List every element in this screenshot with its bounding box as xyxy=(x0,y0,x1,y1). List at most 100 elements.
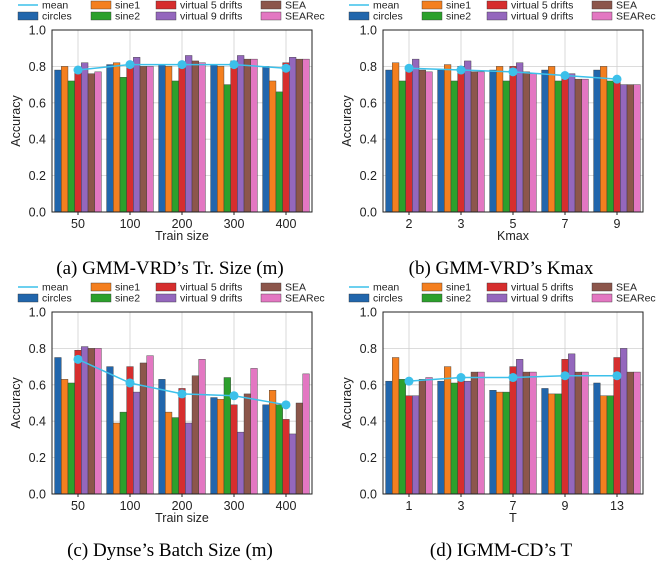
y-tick-label: 1.0 xyxy=(360,24,377,38)
bar-sine1 xyxy=(600,66,608,213)
bar-sea xyxy=(243,58,251,213)
bar-virtual-9-drifts xyxy=(81,346,89,495)
bar-searec xyxy=(302,373,310,495)
bar-searec xyxy=(250,58,258,213)
legend-label: circles xyxy=(42,293,72,305)
y-tick-label: 0.4 xyxy=(360,133,377,147)
bar-sine1 xyxy=(269,80,277,213)
bar-searec xyxy=(94,71,102,213)
legend-swatch xyxy=(90,0,112,10)
legend-swatch xyxy=(155,11,177,21)
legend-label: SEARec xyxy=(616,293,656,305)
legend-label: circles xyxy=(373,11,403,23)
legend-item-sea: SEA xyxy=(591,0,637,12)
legend-label: mean xyxy=(373,0,399,12)
bar-virtual-9-drifts xyxy=(81,62,89,213)
y-tick-label: 0.2 xyxy=(360,451,377,465)
legend-swatch xyxy=(486,0,508,10)
bar-sea xyxy=(574,371,582,495)
bar-sea xyxy=(243,393,251,495)
x-tick-label: 200 xyxy=(172,217,193,231)
legend-label: mean xyxy=(42,0,68,12)
figure-caption: (c) Dynse’s Batch Size (m) xyxy=(67,540,273,561)
bar-searec xyxy=(581,78,589,213)
mean-point xyxy=(73,354,83,364)
bar-circles xyxy=(106,64,114,213)
bar-virtual-9-drifts xyxy=(464,380,472,495)
bar-circles xyxy=(54,69,62,213)
legend-item-virtual-5-drifts: virtual 5 drifts xyxy=(486,0,573,12)
legend-swatch xyxy=(17,11,39,21)
bar-virtual-9-drifts xyxy=(133,57,141,213)
bar-sea xyxy=(522,371,530,495)
bar-sine2 xyxy=(398,80,406,213)
y-tick-label: 0.8 xyxy=(29,60,46,74)
legend-item-circles: circles xyxy=(17,11,72,23)
chart-b: mean sine1 virtual 5 drifts SEA circles sine2… xyxy=(340,0,656,279)
x-tick-label: 300 xyxy=(224,499,245,513)
bar-sea xyxy=(139,362,147,495)
legend-swatch xyxy=(591,11,613,21)
legend-item-mean: mean xyxy=(18,0,68,12)
legend-swatch xyxy=(260,11,282,21)
mean-point xyxy=(73,65,83,75)
bar-sine1 xyxy=(165,411,173,495)
legend-item-mean: mean xyxy=(349,282,399,294)
y-tick-label: 0.6 xyxy=(29,96,46,110)
legend-label: virtual 5 drifts xyxy=(180,282,242,294)
mean-point xyxy=(281,63,291,73)
bar-virtual-9-drifts xyxy=(464,60,472,213)
bar-sea xyxy=(139,66,147,213)
legend-swatch xyxy=(155,293,177,303)
mean-point xyxy=(177,389,187,399)
bar-virtual-5-drifts xyxy=(457,379,465,495)
bar-virtual-5-drifts xyxy=(405,395,413,495)
bar-virtual-9-drifts xyxy=(185,422,193,495)
legend-swatch xyxy=(486,293,508,303)
legend-label: sine1 xyxy=(446,0,471,12)
legend-label: SEARec xyxy=(285,293,325,305)
bar-sine1 xyxy=(496,391,504,495)
bar-sine1 xyxy=(61,379,69,495)
bar-circles xyxy=(210,397,218,495)
bar-sea xyxy=(295,402,303,495)
legend-item-virtual-5-drifts: virtual 5 drifts xyxy=(155,0,242,12)
x-tick-label: 13 xyxy=(610,499,624,513)
legend-item-sine2: sine2 xyxy=(90,293,140,305)
bar-sea xyxy=(626,84,634,213)
legend-item-circles: circles xyxy=(17,293,72,305)
bar-virtual-9-drifts xyxy=(185,55,193,213)
legend-swatch xyxy=(421,0,443,10)
mean-point xyxy=(560,371,570,381)
legend-swatch xyxy=(486,11,508,21)
bar-sine2 xyxy=(223,84,231,213)
bar-searec xyxy=(425,377,433,495)
legend-label: virtual 9 drifts xyxy=(511,293,573,305)
bar-sine1 xyxy=(113,62,121,213)
bar-sine1 xyxy=(217,399,225,495)
bar-circles xyxy=(437,69,445,213)
bar-searec xyxy=(477,71,485,213)
legend-label: SEA xyxy=(285,282,306,294)
legend-label: sine2 xyxy=(115,293,140,305)
x-tick-label: 400 xyxy=(276,217,297,231)
legend-label: sine1 xyxy=(115,282,140,294)
y-tick-label: 0.8 xyxy=(360,342,377,356)
bar-circles xyxy=(210,64,218,213)
legend-swatch xyxy=(348,11,370,21)
bar-sine2 xyxy=(275,404,283,495)
legend-item-virtual-9-drifts: virtual 9 drifts xyxy=(155,11,242,23)
bar-sine1 xyxy=(165,66,173,213)
legend-item-searec: SEARec xyxy=(260,293,325,305)
bar-virtual-9-drifts xyxy=(237,431,245,495)
bar-virtual-9-drifts xyxy=(412,58,420,213)
bar-virtual-9-drifts xyxy=(620,84,628,213)
figure-caption: (d) IGMM-CD’s T xyxy=(430,540,573,561)
mean-point xyxy=(229,60,239,70)
legend-item-searec: SEARec xyxy=(260,11,325,23)
legend-label: virtual 5 drifts xyxy=(180,0,242,12)
chart-d: mean sine1 virtual 5 drifts SEA circles sine2… xyxy=(340,282,656,561)
legend-swatch xyxy=(591,282,613,292)
bar-virtual-5-drifts xyxy=(178,62,186,213)
bar-sine1 xyxy=(113,422,121,495)
